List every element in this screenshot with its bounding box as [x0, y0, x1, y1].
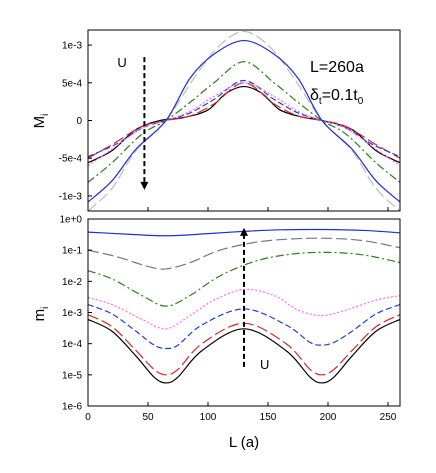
bottom-series-line-0: [88, 318, 400, 384]
top-y-tick-label: 0: [76, 116, 82, 127]
top-series-line-6: [88, 39, 400, 203]
top-series-line-1: [88, 82, 400, 159]
system-length-annotation: L=260a: [310, 59, 364, 76]
top-series-line-3: [88, 82, 400, 167]
x-axis-label: L (a): [229, 434, 259, 451]
bottom-series-line-3: [88, 288, 400, 330]
timestep-annotation: δt=0.1t0: [310, 87, 364, 107]
magnetization-plot-frame: [87, 29, 401, 212]
bottom-y-tick-label: 1e-1: [62, 246, 82, 257]
top-y-tick-label: 1e-3: [62, 41, 82, 52]
x-tick-label: 0: [85, 412, 91, 423]
top-arrow-head: [140, 181, 149, 190]
x-tick-label: 200: [320, 412, 337, 423]
bottom-y-tick-label: 1e-2: [62, 277, 82, 288]
bottom-y-tick-label: 1e-3: [62, 308, 82, 319]
magnetization-y-axis-label: Mi: [31, 114, 51, 129]
magnetization-series-group: [88, 30, 400, 211]
bottom-y-tick-label: 1e-6: [62, 402, 82, 413]
order-parameter-y-axis-label: mi: [31, 307, 51, 322]
top-series-line-5: [88, 30, 400, 211]
bottom-y-tick-label: 1e+0: [59, 215, 82, 226]
x-tick-label: 100: [200, 412, 217, 423]
x-tick-label: 250: [380, 412, 397, 423]
top-y-tick-label: 5e-4: [62, 78, 82, 89]
x-tick-label: 50: [142, 412, 154, 423]
top-y-tick-label: -5e-4: [59, 154, 83, 165]
order-parameter-panel: 0 50 100 150 200 250 1e-6 1e-5 1e-4 1e-3 1e-2 1e-1 1…: [31, 215, 401, 451]
order-parameter-plot-frame: [87, 218, 401, 407]
top-series-line-2: [88, 79, 400, 158]
bottom-series-line-4: [88, 251, 400, 307]
interaction-arrow-label-bottom: U: [260, 357, 269, 372]
x-tick-label: 150: [260, 412, 277, 423]
bottom-y-tick-label: 1e-5: [62, 370, 82, 381]
interaction-trend-arrow-top: [140, 57, 149, 190]
interaction-trend-arrow-bottom: [240, 227, 248, 367]
bottom-series-line-5: [88, 237, 400, 270]
magnetization-ticks: -1e-3 -5e-4 0 5e-4 1e-3: [59, 41, 389, 211]
bottom-y-tick-label: 1e-4: [62, 339, 82, 350]
bottom-arrow-head: [240, 227, 248, 236]
order-parameter-ticks: 0 50 100 150 200 250 1e-6 1e-5 1e-4 1e-3 1e-2 1e-1 1…: [59, 215, 396, 424]
interaction-arrow-label-top: U: [117, 55, 126, 70]
top-y-tick-label: -1e-3: [59, 191, 83, 202]
magnetization-panel: -1e-3 -5e-4 0 5e-4 1e-3 Mi L=260a δt=0.1t0 U: [31, 29, 401, 212]
top-series-line-4: [88, 61, 400, 183]
